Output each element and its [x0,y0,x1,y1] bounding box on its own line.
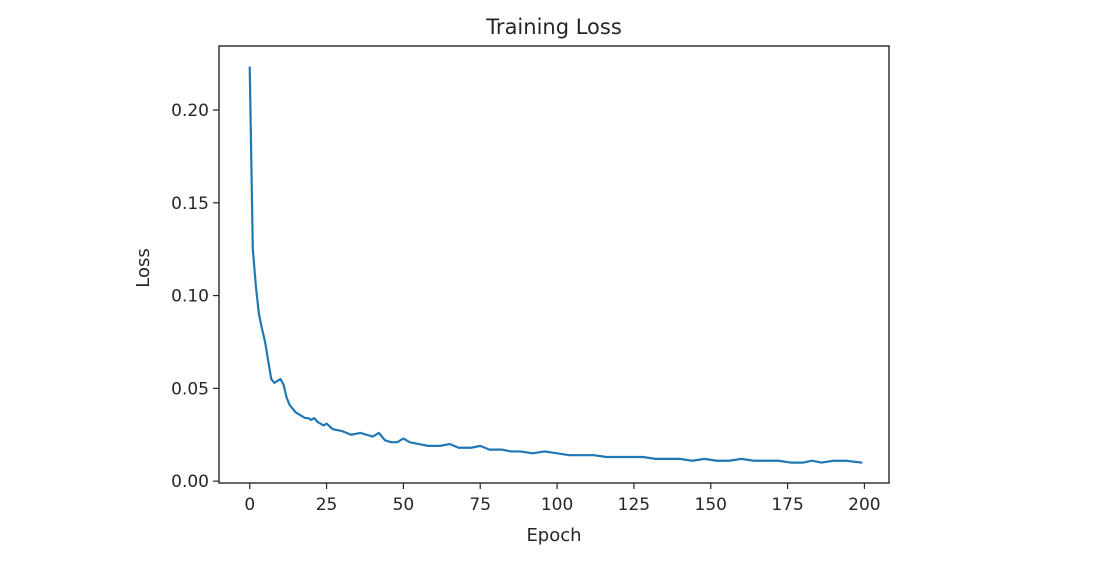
y-axis-label: Loss [133,248,154,287]
y-tick-label: 0.00 [171,472,209,492]
y-axis: 0.00 0.05 0.10 0.15 0.20 [171,101,219,492]
chart-title: Training Loss [485,15,622,39]
x-axis: 0 25 50 75 100 125 150 175 200 [244,483,881,515]
y-tick-label: 0.10 [171,287,209,307]
y-tick-label: 0.20 [171,101,209,121]
loss-series-line [248,66,863,464]
x-tick-label: 150 [695,495,727,515]
y-tick-label: 0.05 [171,379,209,399]
x-tick-label: 200 [848,495,880,515]
x-tick-label: 125 [618,495,650,515]
x-tick-label: 75 [469,495,491,515]
plot-area [218,45,890,484]
y-tick-label: 0.15 [171,194,209,214]
x-tick-label: 175 [771,495,803,515]
plot-frame [218,45,890,484]
x-tick-label: 100 [541,495,573,515]
x-tick-label: 25 [316,495,338,515]
x-tick-label: 50 [393,495,415,515]
series-layer [248,66,863,464]
x-tick-label: 0 [244,495,255,515]
x-axis-label: Epoch [526,525,581,546]
